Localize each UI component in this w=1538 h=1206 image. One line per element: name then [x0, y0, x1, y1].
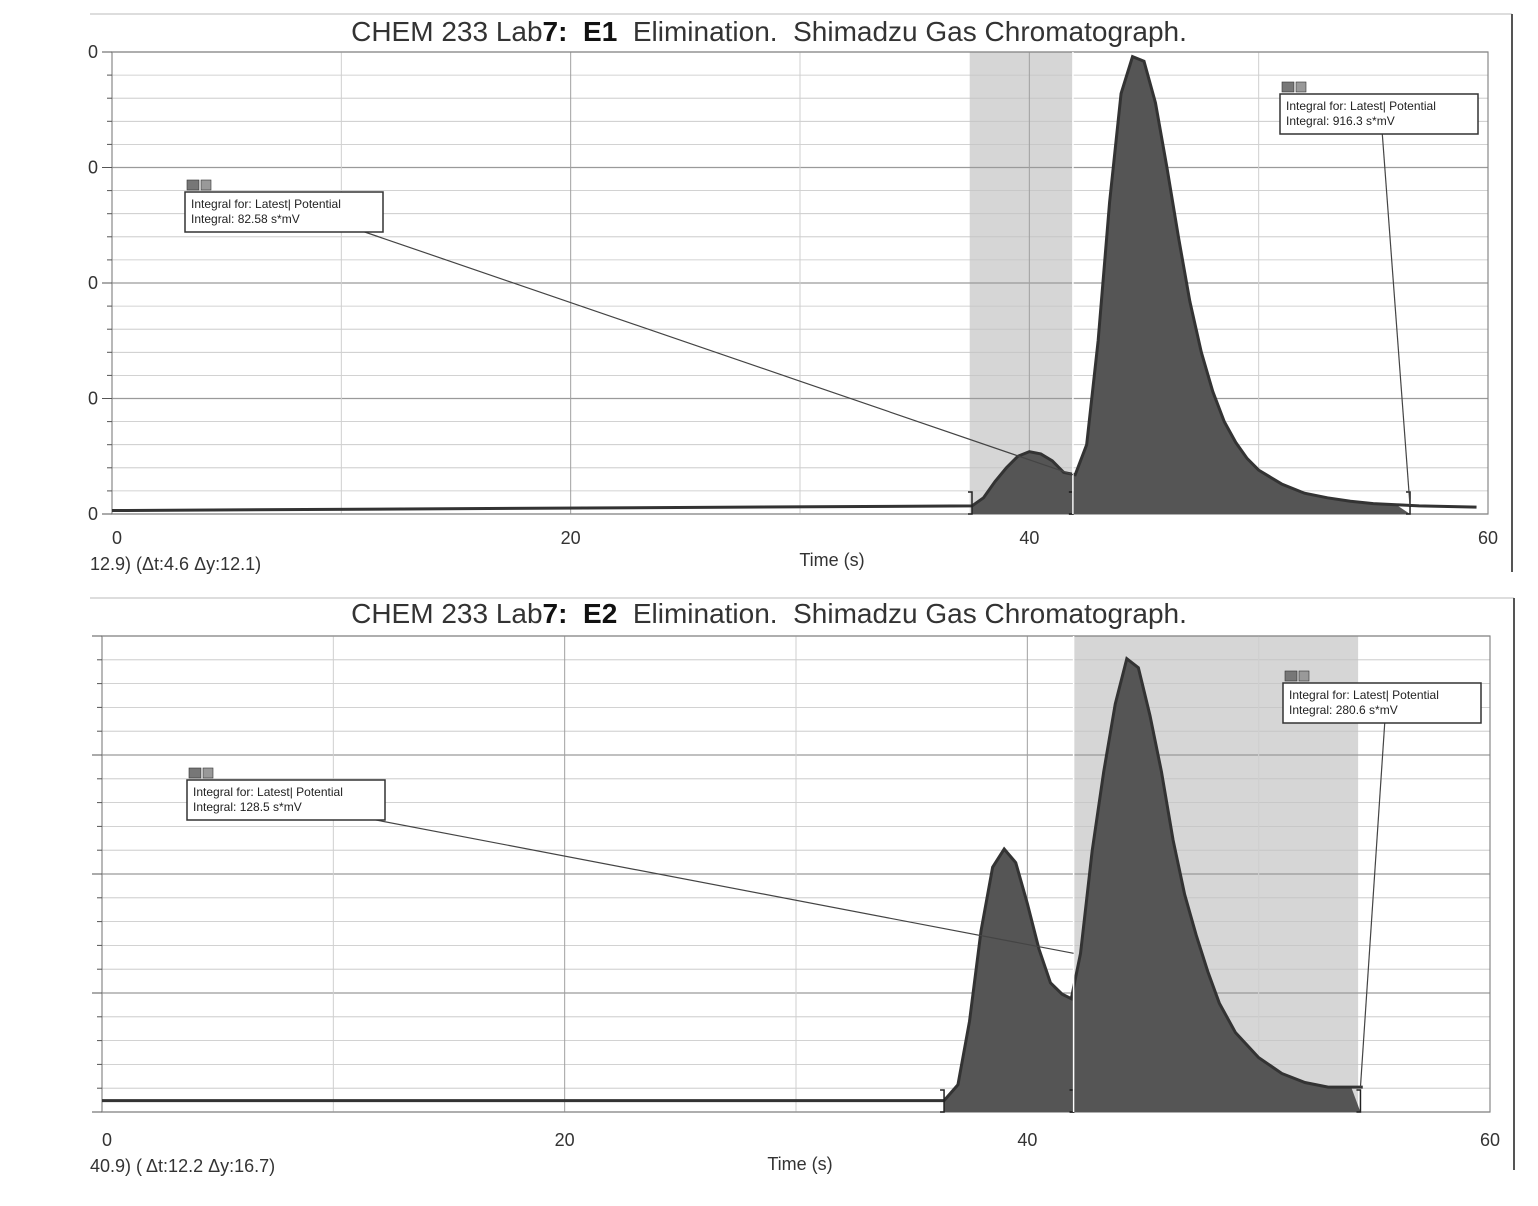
- integral-area: [944, 658, 1361, 1112]
- integral-area: [972, 56, 1411, 515]
- x-tick-label: 60: [1480, 1130, 1500, 1150]
- callout-leader-line: [354, 815, 1074, 954]
- x-tick-label: 20: [561, 528, 581, 548]
- title-suffix: Elimination. Shimadzu Gas Chromatograph.: [632, 598, 1187, 629]
- integral-bracket: [968, 491, 973, 515]
- chart-title: CHEM 233 Lab7: E1 Elimination. Shimadzu …: [0, 16, 1538, 48]
- callout-leader-line: [1359, 718, 1386, 1088]
- callout-leader-line: [352, 227, 1074, 476]
- experiment-label: E1: [583, 16, 618, 47]
- x-tick-label: 40: [1017, 1130, 1037, 1150]
- callout-close-icon: [1281, 81, 1295, 93]
- lab-number: 7:: [542, 598, 568, 629]
- callout-menu-icon: [1298, 670, 1310, 682]
- callout-menu-icon: [1295, 81, 1307, 93]
- callout-value: Integral: 128.5 s*mV: [193, 800, 302, 814]
- callout-label: Integral for: Latest| Potential: [1286, 99, 1436, 113]
- callout-box: [184, 191, 384, 233]
- y-tick-label: 0: [88, 42, 98, 62]
- x-axis-label: Time (s): [767, 1154, 833, 1174]
- data-series-line: [111, 54, 1477, 513]
- callout-value: Integral: 82.58 s*mV: [191, 212, 300, 226]
- callout-label: Integral for: Latest| Potential: [193, 785, 343, 799]
- y-tick-label: 0: [88, 389, 98, 409]
- x-axis-label: Time (s): [799, 550, 865, 570]
- callout-value: Integral: 916.3 s*mV: [1286, 114, 1395, 128]
- y-tick-label: 0: [88, 504, 98, 524]
- callout-label: Integral for: Latest| Potential: [191, 197, 341, 211]
- title-prefix: CHEM 233 Lab: [351, 16, 543, 47]
- chart-panel-e1: CHEM 233 Lab7: E1 Elimination. Shimadzu …: [0, 0, 1538, 580]
- callout-close-icon: [188, 767, 202, 779]
- x-tick-label: 60: [1478, 528, 1498, 548]
- title-prefix: CHEM 233 Lab: [351, 598, 543, 629]
- callout-close-icon: [1284, 670, 1298, 682]
- callout-box: [1282, 682, 1482, 724]
- y-tick-label: 0: [88, 273, 98, 293]
- integral-bracket: [1356, 1089, 1362, 1113]
- integral-bracket: [940, 1089, 945, 1113]
- x-tick-label: 40: [1019, 528, 1039, 548]
- cursor-readout: 12.9) (Δt:4.6 Δy:12.1): [90, 554, 262, 574]
- title-suffix: Elimination. Shimadzu Gas Chromatograph.: [632, 16, 1187, 47]
- data-series-line: [102, 656, 1363, 1103]
- experiment-label: E2: [583, 598, 618, 629]
- callout-value: Integral: 280.6 s*mV: [1289, 703, 1398, 717]
- y-tick-label: 0: [88, 158, 98, 178]
- callout-leader-line: [1381, 129, 1411, 506]
- callout-close-icon: [186, 179, 200, 191]
- callout-label: Integral for: Latest| Potential: [1289, 688, 1439, 702]
- lab-number: 7:: [542, 16, 568, 47]
- callout-box: [186, 779, 386, 821]
- callout-box: [1279, 93, 1479, 135]
- callout-menu-icon: [202, 767, 214, 779]
- callout-menu-icon: [200, 179, 212, 191]
- x-tick-label: 0: [102, 1130, 112, 1150]
- chart-title: CHEM 233 Lab7: E2 Elimination. Shimadzu …: [0, 598, 1538, 630]
- x-tick-label: 20: [555, 1130, 575, 1150]
- cursor-readout: 40.9) ( Δt:12.2 Δy:16.7): [90, 1156, 276, 1176]
- chart-panel-e2: CHEM 233 Lab7: E2 Elimination. Shimadzu …: [0, 590, 1538, 1190]
- x-tick-label: 0: [112, 528, 122, 548]
